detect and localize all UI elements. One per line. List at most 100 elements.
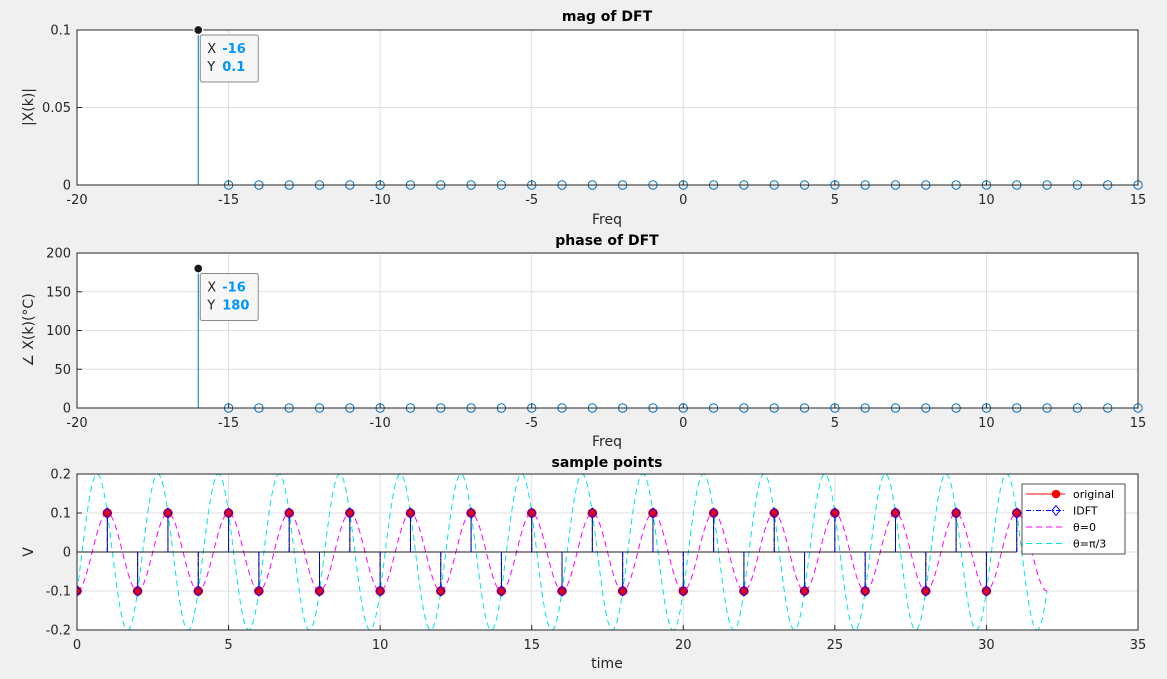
x-tick-label: -5 (525, 416, 538, 431)
idft-marker (284, 507, 294, 519)
x-tick-label: 10 (372, 638, 389, 653)
x-tick-label: -20 (66, 416, 87, 431)
datatip-y-value: 0.1 (222, 60, 245, 75)
legend: original IDFT θ=0 θ=π/3 (1021, 483, 1126, 555)
x-tick-label: 0 (679, 416, 687, 431)
datatip-x-value: -16 (222, 42, 246, 57)
y-axis-label: V (21, 547, 37, 557)
idft-marker (436, 585, 446, 597)
datatip-y-label: Y (206, 60, 215, 75)
y-tick-label: -0.2 (46, 624, 71, 639)
original-marker (466, 508, 476, 518)
axes-sample-points[interactable]: sample points time V 0 5 10 15 20 25 30 35 -0.2 -… (21, 455, 1146, 672)
datatip-box (199, 273, 259, 321)
legend-entry-label: θ=0 (1073, 521, 1096, 534)
y-axis-label: |X(k)| (21, 88, 37, 126)
axes-frame (76, 252, 1139, 409)
original-marker (496, 586, 507, 596)
datatip-y-value: 180 (222, 299, 249, 314)
idft-marker (375, 585, 385, 597)
idft-marker (1012, 507, 1022, 519)
y-tick-label: 0.1 (50, 24, 71, 39)
idft-marker (557, 585, 567, 597)
legend-swatch-marker (1051, 489, 1061, 499)
axes-frame (76, 29, 1139, 186)
idft-marker (587, 507, 597, 519)
x-axis-label: Freq (592, 212, 622, 228)
axes-mag-of-dft[interactable]: mag of DFT Freq |X(k)| -20 -15 -10 -5 0 5 10 15… (21, 9, 1146, 228)
y-tick-label: 0.05 (42, 101, 71, 116)
x-tick-label: -10 (370, 193, 391, 208)
original-marker (345, 508, 355, 518)
idft-marker (799, 585, 810, 597)
x-tick-label: -15 (218, 193, 239, 208)
x-tick-label: 5 (831, 193, 839, 208)
axes-frame (76, 473, 1139, 631)
idft-marker (527, 507, 537, 519)
plot-title: mag of DFT (562, 9, 653, 25)
x-axis-label: Freq (592, 434, 622, 450)
x-tick-label: 35 (1130, 638, 1147, 653)
datatip: X -16 Y 0.1 (193, 24, 259, 83)
datatip-marker (193, 24, 204, 36)
x-tick-label: -15 (218, 416, 239, 431)
plot-title: sample points (552, 455, 663, 471)
datatip-marker (193, 263, 204, 274)
idft-marker (981, 585, 992, 597)
datatip-x-label: X (207, 281, 216, 296)
y-tick-label: 0.1 (50, 507, 71, 522)
y-tick-label: 0 (63, 402, 71, 417)
axes-phase-of-dft[interactable]: phase of DFT Freq ∠ X(k)(°C) -20 -15 -10 -5… (21, 233, 1146, 450)
x-tick-label: 10 (978, 193, 995, 208)
idft-marker (496, 585, 507, 597)
y-tick-label: 0 (63, 546, 71, 561)
idft-marker (618, 585, 628, 597)
y-tick-label: 0 (63, 179, 71, 194)
idft-marker (951, 507, 961, 519)
x-tick-label: 5 (831, 416, 839, 431)
legend-entry-label: IDFT (1073, 505, 1098, 518)
datatip: X -16 Y 180 (193, 263, 259, 321)
x-tick-label: -10 (370, 416, 391, 431)
datatip-box (199, 34, 259, 83)
idft-marker (132, 585, 143, 597)
x-tick-label: 20 (675, 638, 692, 653)
idft-marker (193, 585, 203, 597)
idft-marker (345, 507, 355, 519)
idft-marker (648, 507, 658, 519)
idft-marker (708, 507, 719, 519)
datatip-x-value: -16 (222, 281, 246, 296)
legend-entry-label: original (1073, 488, 1114, 501)
y-tick-label: -0.1 (46, 585, 71, 600)
x-axis-label: time (591, 656, 623, 672)
y-tick-label: 100 (46, 324, 71, 339)
x-tick-label: -20 (66, 193, 87, 208)
idft-marker (769, 507, 779, 519)
x-tick-label: 25 (827, 638, 844, 653)
x-tick-label: 0 (679, 193, 687, 208)
legend-box (1021, 483, 1126, 555)
idft-marker (466, 507, 476, 519)
x-tick-label: 30 (978, 638, 995, 653)
idft-marker (678, 585, 688, 597)
original-marker (375, 586, 385, 596)
idft-marker (921, 585, 931, 597)
series-group (77, 474, 1048, 630)
y-tick-label: 150 (46, 285, 71, 300)
legend-entry-label: θ=π/3 (1073, 538, 1106, 551)
idft-marker (860, 585, 870, 597)
x-tick-label: 15 (1130, 193, 1147, 208)
idft-marker (254, 585, 264, 597)
x-tick-label: -5 (525, 193, 538, 208)
idft-marker (314, 585, 325, 597)
idft-marker (830, 507, 840, 519)
idft-marker (405, 507, 416, 519)
idft-marker (890, 507, 901, 519)
datatip-x-label: X (207, 42, 216, 57)
idft-marker (163, 507, 173, 519)
x-tick-label: 10 (978, 416, 995, 431)
y-tick-label: 0.2 (50, 468, 71, 483)
x-tick-label: 5 (224, 638, 232, 653)
